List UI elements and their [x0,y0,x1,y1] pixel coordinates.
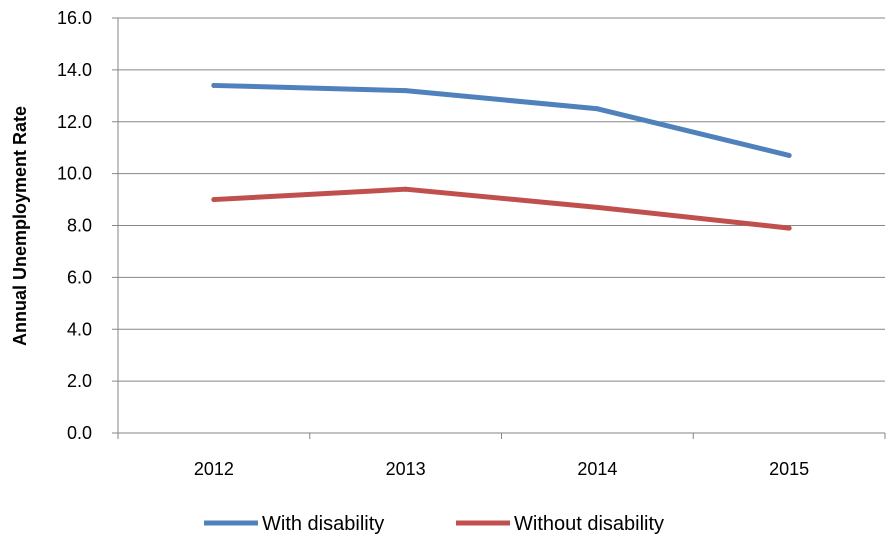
y-tick-label: 12.0 [57,112,92,132]
gridlines [112,17,885,434]
data-point [211,82,217,88]
x-axis-tick-labels: 2012 2013 2014 2015 [194,459,809,479]
data-point [403,186,409,192]
y-tick-label: 10.0 [57,164,92,184]
series-lines [211,82,792,231]
y-tick-label: 14.0 [57,60,92,80]
y-tick-label: 16.0 [57,8,92,28]
y-tick-label: 4.0 [67,319,92,339]
series-line-2 [211,186,792,231]
legend: With disability Without disability [204,513,664,535]
series-line-1 [211,82,792,158]
x-tick-label: 2013 [386,459,426,479]
axes [117,18,886,439]
y-tick-label: 8.0 [67,216,92,236]
data-point [786,152,792,158]
legend-label: With disability [262,513,384,535]
data-point [403,88,409,94]
y-tick-label: 2.0 [67,371,92,391]
data-point [211,197,217,203]
y-axis-tick-labels: 0.0 2.0 4.0 6.0 8.0 10.0 12.0 14.0 16.0 [57,8,92,443]
x-tick-label: 2015 [769,459,809,479]
x-tick-label: 2012 [194,459,234,479]
x-tick-label: 2014 [577,459,617,479]
y-tick-label: 0.0 [67,423,92,443]
data-point [594,204,600,210]
legend-label: Without disability [514,513,664,535]
y-axis-label: Annual Unemployment Rate [10,106,30,346]
y-tick-label: 6.0 [67,267,92,287]
data-point [786,225,792,231]
data-point [594,106,600,112]
